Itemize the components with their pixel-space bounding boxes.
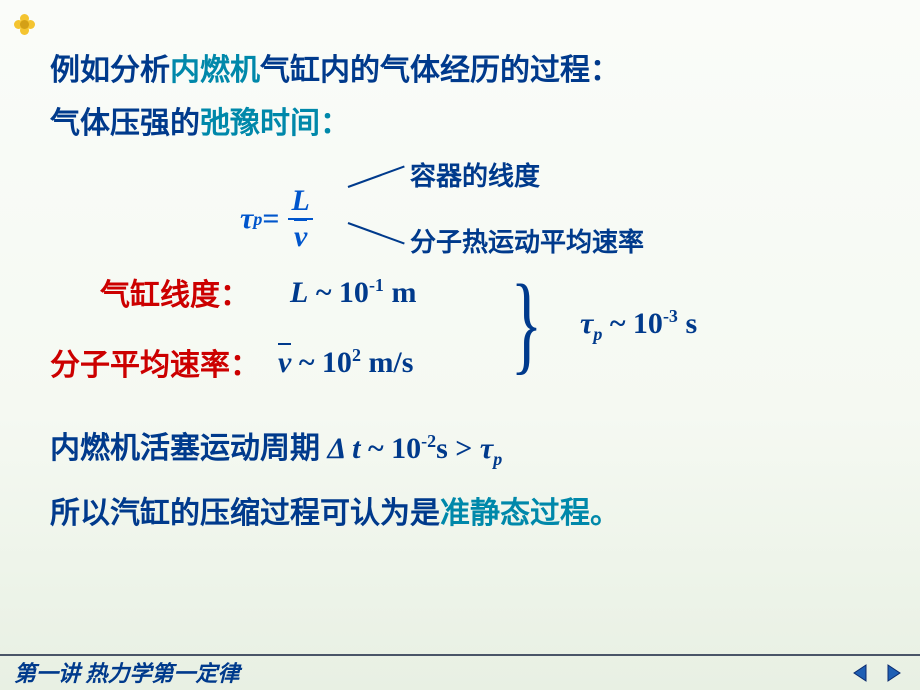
- fraction: L v: [285, 186, 315, 252]
- superscript: -2: [421, 431, 436, 451]
- annotation-line-bot: [348, 222, 405, 244]
- superscript: 2: [352, 345, 361, 365]
- footer-bar: 第一讲 热力学第一定律: [0, 654, 920, 690]
- text: 例如分析: [50, 54, 170, 87]
- expression: Δ t ~ 10-2s > τp: [328, 432, 503, 465]
- variable-vbar: v: [294, 222, 307, 252]
- subscript: p: [253, 209, 262, 230]
- slide-content: 例如分析内燃机气缸内的气体经历的过程： 气体压强的弛豫时间： τp = L v …: [0, 0, 920, 690]
- calculation-block: 气缸线度： L ~ 10-1 m 分子平均速率： v ~ 102 m/s } τ…: [50, 270, 870, 410]
- unit: s: [678, 307, 697, 340]
- nav-prev-button[interactable]: [848, 660, 874, 686]
- text-highlight: 准静态过程。: [440, 497, 620, 530]
- superscript: -3: [663, 306, 678, 326]
- expression: L ~ 10-1 m: [290, 275, 416, 310]
- text: 内燃机活塞运动周期: [50, 432, 328, 465]
- text: 气体压强的: [50, 107, 200, 140]
- value: ~ 10: [602, 307, 663, 340]
- variable-vbar: v: [278, 346, 291, 380]
- subscript: p: [493, 449, 502, 469]
- label-red: 分子平均速率：: [50, 340, 260, 384]
- symbol-tau: τ: [240, 202, 253, 236]
- text: 气缸内的气体经历的过程：: [260, 54, 620, 87]
- denominator: v: [288, 218, 313, 252]
- footer-title: 第一讲 热力学第一定律: [14, 656, 240, 688]
- equals: =: [262, 202, 279, 236]
- subscript: p: [593, 324, 602, 344]
- symbol-tau: τ: [480, 432, 493, 465]
- label-red: 气缸线度：: [100, 270, 250, 314]
- result-expression: τp ~ 10-3 s: [580, 306, 697, 345]
- value: ~ 10: [308, 276, 369, 309]
- superscript: -1: [369, 275, 384, 295]
- line-1: 例如分析内燃机气缸内的气体经历的过程：: [50, 48, 870, 93]
- symbol-tau: τ: [580, 307, 593, 340]
- annotation-line-top: [348, 166, 405, 188]
- formula-tau: τp = L v: [240, 186, 316, 252]
- line-conclusion: 所以汽缸的压缩过程可认为是准静态过程。: [50, 491, 870, 536]
- annotation-top: 容器的线度: [410, 156, 540, 193]
- decoration-flower: [14, 14, 36, 36]
- unit: m: [384, 276, 417, 309]
- delta-t: Δ t: [328, 432, 361, 465]
- nav-next-button[interactable]: [880, 660, 906, 686]
- formula-block: τp = L v 容器的线度 分子热运动平均速率: [50, 156, 870, 256]
- value: ~ 10: [291, 346, 352, 379]
- expression: v ~ 102 m/s: [278, 345, 413, 380]
- unit-compare: s >: [436, 432, 480, 465]
- text-highlight: 弛豫时间：: [200, 107, 350, 140]
- line-piston-period: 内燃机活塞运动周期 Δ t ~ 10-2s > τp: [50, 426, 870, 473]
- row-cylinder-length: 气缸线度： L ~ 10-1 m: [100, 270, 416, 314]
- variable: L: [290, 276, 308, 309]
- text-highlight: 内燃机: [170, 54, 260, 87]
- nav-controls: [848, 660, 906, 686]
- row-avg-speed: 分子平均速率： v ~ 102 m/s: [50, 340, 413, 384]
- value: ~ 10: [361, 432, 422, 465]
- line-2: 气体压强的弛豫时间：: [50, 101, 870, 146]
- annotation-bot: 分子热运动平均速率: [410, 222, 644, 259]
- unit: m/s: [361, 346, 414, 379]
- numerator: L: [285, 186, 315, 218]
- curly-brace: }: [511, 268, 543, 378]
- text: 所以汽缸的压缩过程可认为是: [50, 497, 440, 530]
